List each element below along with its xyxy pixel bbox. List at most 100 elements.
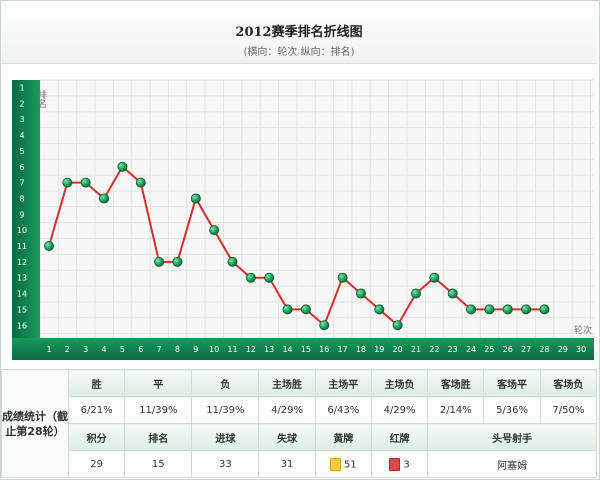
stat-value-rank: 15 bbox=[124, 450, 193, 478]
stat-header: 平 bbox=[124, 369, 193, 397]
x-tick-label: 23 bbox=[448, 345, 458, 354]
data-point[interactable] bbox=[44, 240, 55, 251]
stats-side-label: 成绩统计（截止第28轮） bbox=[1, 369, 69, 478]
stat-value: 5/36% bbox=[483, 396, 541, 424]
stat-header-goals-against: 失球 bbox=[258, 423, 316, 451]
stat-value: 2/14% bbox=[427, 396, 485, 424]
y-tick-label: 9 bbox=[19, 210, 24, 219]
stat-value: 6/21% bbox=[67, 396, 126, 424]
data-point[interactable] bbox=[227, 256, 238, 267]
x-tick-label: 5 bbox=[120, 345, 125, 354]
x-tick-label: 28 bbox=[539, 345, 549, 354]
stat-header-top-scorer: 头号射手 bbox=[427, 423, 597, 451]
x-tick-label: 11 bbox=[227, 345, 237, 354]
yellow-card-count: 51 bbox=[343, 459, 357, 470]
data-point[interactable] bbox=[539, 304, 550, 315]
y-tick-label: 3 bbox=[19, 115, 24, 124]
data-point[interactable] bbox=[484, 304, 495, 315]
data-point[interactable] bbox=[355, 288, 366, 299]
y-tick-label: 15 bbox=[17, 305, 27, 314]
data-point[interactable] bbox=[319, 320, 330, 331]
y-tick-label: 13 bbox=[17, 274, 27, 283]
x-tick-label: 8 bbox=[175, 345, 180, 354]
stat-header-rank: 排名 bbox=[124, 423, 193, 451]
y-tick-label: 8 bbox=[19, 194, 24, 203]
data-point[interactable] bbox=[117, 161, 128, 172]
stats-table: 成绩统计（截止第28轮） 胜 平 负 主场胜 主场平 主场负 客场胜 客场平 客… bbox=[1, 369, 598, 478]
data-point[interactable] bbox=[502, 304, 513, 315]
data-point[interactable] bbox=[392, 320, 403, 331]
data-point[interactable] bbox=[447, 288, 458, 299]
x-tick-label: 27 bbox=[521, 345, 531, 354]
x-tick-label: 29 bbox=[558, 345, 568, 354]
data-point[interactable] bbox=[282, 304, 293, 315]
red-card-icon bbox=[389, 457, 401, 471]
stat-value: 6/43% bbox=[314, 396, 372, 424]
x-tick-label: 14 bbox=[282, 345, 292, 354]
top-scorer-link[interactable]: 阿塞姆 bbox=[427, 450, 597, 478]
data-point[interactable] bbox=[429, 272, 440, 283]
x-axis-label: 轮次 bbox=[574, 324, 592, 336]
stat-header: 客场负 bbox=[539, 369, 598, 397]
x-axis-bar bbox=[12, 338, 594, 360]
data-point[interactable] bbox=[135, 177, 146, 188]
y-axis-label: 排名 bbox=[36, 89, 47, 109]
x-tick-label: 7 bbox=[157, 345, 162, 354]
stat-value: 4/29% bbox=[258, 396, 316, 424]
x-tick-label: 2 bbox=[65, 345, 70, 354]
x-tick-label: 10 bbox=[209, 345, 219, 354]
stat-header-points: 积分 bbox=[67, 423, 126, 451]
y-tick-label: 10 bbox=[17, 226, 27, 235]
x-tick-label: 18 bbox=[356, 345, 366, 354]
stat-header: 主场负 bbox=[370, 369, 429, 397]
data-point[interactable] bbox=[154, 256, 165, 267]
data-point[interactable] bbox=[264, 272, 275, 283]
x-tick-label: 20 bbox=[393, 345, 403, 354]
data-point[interactable] bbox=[300, 304, 311, 315]
data-point[interactable] bbox=[209, 225, 220, 236]
plot-area bbox=[40, 80, 594, 338]
x-tick-label: 12 bbox=[246, 345, 256, 354]
data-point[interactable] bbox=[521, 304, 532, 315]
x-tick-label: 4 bbox=[102, 345, 107, 354]
x-tick-label: 6 bbox=[138, 345, 143, 354]
grid-lines bbox=[39, 79, 594, 338]
stats-panel: 成绩统计（截止第28轮） 胜 平 负 主场胜 主场平 主场负 客场胜 客场平 客… bbox=[1, 369, 598, 478]
stat-value-goals-for: 33 bbox=[191, 450, 260, 478]
x-tick-label: 22 bbox=[429, 345, 439, 354]
x-tick-label: 25 bbox=[484, 345, 494, 354]
stat-header: 客场平 bbox=[483, 369, 541, 397]
data-point[interactable] bbox=[245, 272, 256, 283]
data-point[interactable] bbox=[80, 177, 91, 188]
stat-value: 7/50% bbox=[539, 396, 598, 424]
stat-header-goals-for: 进球 bbox=[191, 423, 260, 451]
y-tick-label: 5 bbox=[19, 147, 24, 156]
data-point[interactable] bbox=[99, 193, 110, 204]
rank-series-line bbox=[48, 165, 545, 327]
data-point[interactable] bbox=[172, 256, 183, 267]
stat-header-red-cards: 红牌 bbox=[370, 423, 429, 451]
stat-header: 主场平 bbox=[314, 369, 372, 397]
data-point[interactable] bbox=[190, 193, 201, 204]
x-tick-label: 17 bbox=[338, 345, 348, 354]
stat-value: 11/39% bbox=[191, 396, 260, 424]
y-tick-label: 16 bbox=[17, 321, 27, 330]
y-tick-label: 1 bbox=[19, 84, 24, 93]
data-point[interactable] bbox=[466, 304, 477, 315]
data-point[interactable] bbox=[410, 288, 421, 299]
data-point[interactable] bbox=[337, 272, 348, 283]
y-tick-label: 6 bbox=[19, 163, 24, 172]
stat-header: 胜 bbox=[67, 369, 126, 397]
x-tick-label: 26 bbox=[503, 345, 513, 354]
data-point[interactable] bbox=[374, 304, 385, 315]
stat-value-yellow-cards: 51 bbox=[314, 450, 372, 478]
data-point[interactable] bbox=[62, 177, 73, 188]
x-tick-label: 21 bbox=[411, 345, 421, 354]
yellow-card-icon bbox=[329, 457, 341, 471]
x-tick-label: 15 bbox=[301, 345, 311, 354]
chart-header: 2012赛季排名折线图 (横向：轮次 纵向：排名) bbox=[1, 1, 597, 64]
red-card-count: 3 bbox=[403, 459, 410, 470]
stat-value-points: 29 bbox=[67, 450, 126, 478]
x-tick-label: 19 bbox=[374, 345, 384, 354]
